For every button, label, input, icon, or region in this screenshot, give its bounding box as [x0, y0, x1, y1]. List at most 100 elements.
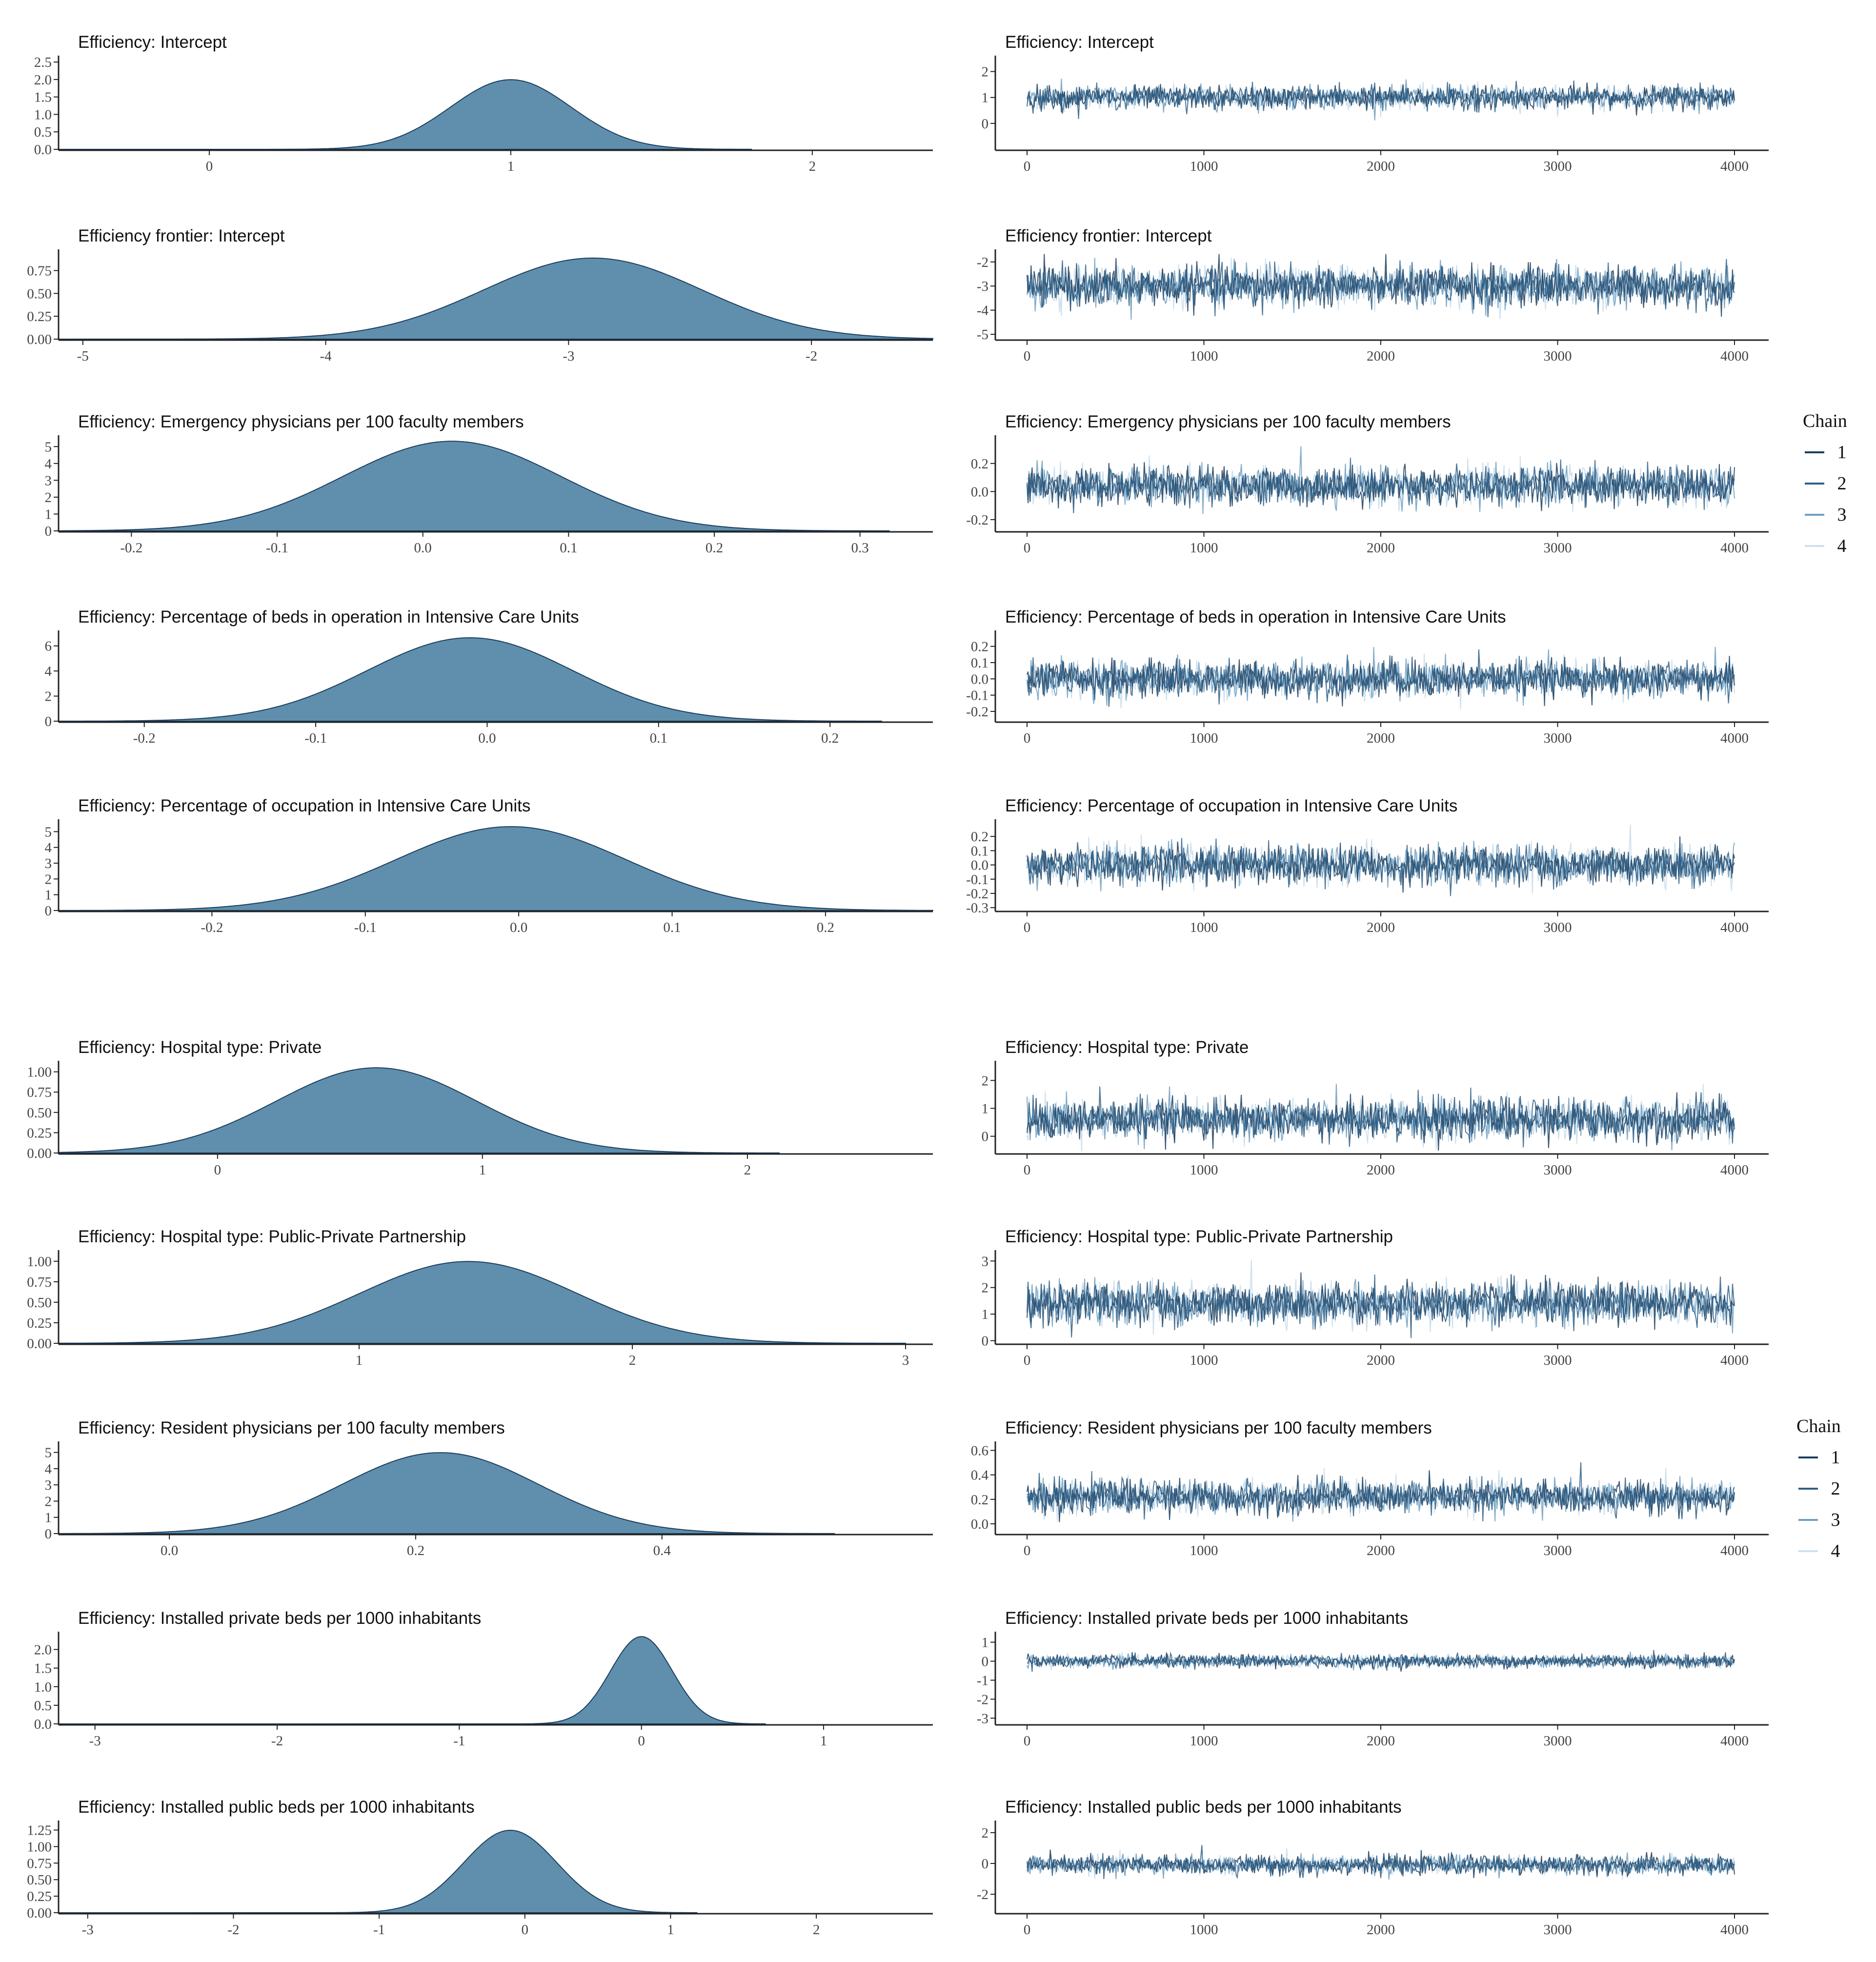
density-x-tick-label: -3 — [89, 1733, 101, 1749]
density-y-tick-label: 1.00 — [27, 1254, 52, 1270]
trace-chain-2 — [1027, 259, 1735, 317]
trace-x-tick-label: 2000 — [1367, 540, 1395, 556]
density-area — [58, 1261, 906, 1344]
density-x-tick-label: -2 — [271, 1733, 283, 1749]
trace-x-tick-label: 3000 — [1544, 1162, 1572, 1178]
trace-x-tick-label: 1000 — [1190, 1162, 1218, 1178]
trace-x-tick-label: 4000 — [1720, 1353, 1749, 1368]
density-panel-7: Efficiency: Hospital type: Public-Privat… — [27, 1227, 933, 1368]
legend-key-label: 2 — [1837, 473, 1847, 494]
density-y-tick-label: 1.00 — [27, 1839, 52, 1855]
legend-key-label: 4 — [1837, 536, 1847, 556]
trace-title: Efficiency: Installed public beds per 10… — [1005, 1798, 1402, 1817]
trace-x-tick-label: 2000 — [1367, 1922, 1395, 1938]
chain-legend-2: Chain 1 2 3 4 — [1796, 1416, 1841, 1561]
trace-y-tick-label: -3 — [977, 1711, 988, 1726]
trace-panel-5: Efficiency: Percentage of occupation in … — [966, 796, 1769, 935]
trace-x-tick-label: 3000 — [1544, 730, 1572, 746]
density-y-tick-label: 0 — [45, 714, 52, 729]
density-title: Efficiency: Installed private beds per 1… — [78, 1609, 481, 1628]
trace-title: Efficiency: Emergency physicians per 100… — [1005, 412, 1451, 431]
trace-x-tick-label: 3000 — [1544, 920, 1572, 935]
density-area — [58, 1636, 766, 1724]
trace-y-tick-label: 0.0 — [971, 858, 988, 873]
density-x-tick-label: 1 — [667, 1922, 674, 1938]
trace-x-tick-label: 3000 — [1544, 1922, 1572, 1938]
legend-key-label: 4 — [1831, 1541, 1840, 1561]
trace-y-tick-label: 0 — [982, 1856, 989, 1872]
trace-title: Efficiency: Hospital type: Public-Privat… — [1005, 1227, 1393, 1246]
trace-y-tick-label: 1 — [982, 90, 989, 106]
trace-x-tick-label: 1000 — [1190, 348, 1218, 364]
density-x-tick-label: -2 — [806, 348, 817, 364]
trace-chain-2 — [1027, 1650, 1735, 1672]
density-y-tick-label: 0.25 — [27, 309, 52, 324]
legend-key-label: 3 — [1831, 1510, 1840, 1530]
trace-y-tick-label: 3 — [982, 1254, 989, 1269]
density-x-tick-label: 0.2 — [821, 730, 839, 746]
density-x-tick-label: 0.2 — [706, 540, 723, 556]
trace-title: Efficiency: Intercept — [1005, 33, 1154, 52]
density-x-tick-label: -1 — [373, 1922, 385, 1938]
density-x-tick-label: -0.1 — [304, 730, 327, 746]
trace-chain-2 — [1027, 1462, 1735, 1521]
density-y-tick-label: 1 — [45, 888, 52, 903]
trace-x-tick-label: 0 — [1024, 159, 1031, 174]
trace-x-tick-label: 0 — [1024, 1543, 1031, 1558]
density-x-tick-label: -0.1 — [354, 920, 377, 935]
density-y-tick-label: 0.0 — [34, 142, 52, 158]
density-x-tick-label: 1 — [507, 159, 515, 174]
density-y-tick-label: 0.00 — [27, 1336, 52, 1352]
trace-y-tick-label: 0 — [982, 116, 989, 132]
density-y-tick-label: 1.5 — [34, 90, 52, 105]
density-y-tick-label: 0.50 — [27, 1295, 52, 1311]
trace-y-tick-label: 0 — [982, 1334, 989, 1349]
trace-x-tick-label: 0 — [1024, 1162, 1031, 1178]
trace-x-tick-label: 4000 — [1720, 1543, 1749, 1558]
trace-x-tick-label: 1000 — [1190, 730, 1218, 746]
density-x-tick-label: 0.1 — [560, 540, 577, 556]
density-y-tick-label: 0.75 — [27, 1856, 52, 1871]
density-x-tick-label: -0.2 — [133, 730, 156, 746]
trace-y-tick-label: -0.3 — [966, 900, 988, 916]
trace-y-tick-label: 1 — [982, 1307, 989, 1322]
trace-y-tick-label: 2 — [982, 1280, 989, 1296]
trace-x-tick-label: 0 — [1024, 540, 1031, 556]
density-y-tick-label: 0.25 — [27, 1125, 52, 1141]
density-y-tick-label: 1 — [45, 1510, 52, 1526]
trace-x-tick-label: 1000 — [1190, 159, 1218, 174]
density-y-tick-label: 2 — [45, 871, 52, 887]
trace-x-tick-label: 2000 — [1367, 730, 1395, 746]
density-title: Efficiency: Hospital type: Public-Privat… — [78, 1227, 466, 1246]
trace-y-tick-label: -3 — [977, 279, 988, 294]
density-y-tick-label: 3 — [45, 1477, 52, 1493]
trace-title: Efficiency frontier: Intercept — [1005, 226, 1212, 245]
density-x-tick-label: 0 — [521, 1922, 528, 1938]
trace-x-tick-label: 1000 — [1190, 1733, 1218, 1749]
density-x-tick-label: 0.0 — [414, 540, 432, 556]
density-area — [58, 1452, 835, 1534]
trace-panel-10: Efficiency: Installed public beds per 10… — [977, 1798, 1769, 1938]
density-panel-5: Efficiency: Percentage of occupation in … — [45, 796, 933, 935]
trace-x-tick-label: 0 — [1024, 1353, 1031, 1368]
trace-x-tick-label: 4000 — [1720, 348, 1749, 364]
density-y-tick-label: 1 — [45, 506, 52, 522]
trace-x-tick-label: 1000 — [1190, 1353, 1218, 1368]
trace-x-tick-label: 4000 — [1720, 1162, 1749, 1178]
density-panel-1: Efficiency: Intercept 0 1 2 0.0 0.5 1.0 1.5 2.0 2… — [34, 33, 933, 174]
trace-x-tick-label: 0 — [1024, 920, 1031, 935]
trace-x-tick-label: 1000 — [1190, 920, 1218, 935]
density-y-tick-label: 0.0 — [34, 1717, 52, 1732]
density-y-tick-label: 4 — [45, 840, 52, 856]
trace-x-tick-label: 1000 — [1190, 1543, 1218, 1558]
trace-x-tick-label: 4000 — [1720, 1922, 1749, 1938]
trace-chain-2 — [1027, 80, 1735, 119]
trace-panel-2: Efficiency frontier: Intercept 0 1000 2000 3… — [977, 226, 1769, 364]
trace-y-tick-label: -0.2 — [966, 886, 988, 902]
trace-x-tick-label: 4000 — [1720, 159, 1749, 174]
density-x-tick-label: -4 — [320, 348, 332, 364]
density-title: Efficiency: Percentage of occupation in … — [78, 796, 530, 815]
trace-panel-8: Efficiency: Resident physicians per 100 … — [971, 1418, 1769, 1558]
trace-panel-7: Efficiency: Hospital type: Public-Privat… — [982, 1227, 1769, 1368]
